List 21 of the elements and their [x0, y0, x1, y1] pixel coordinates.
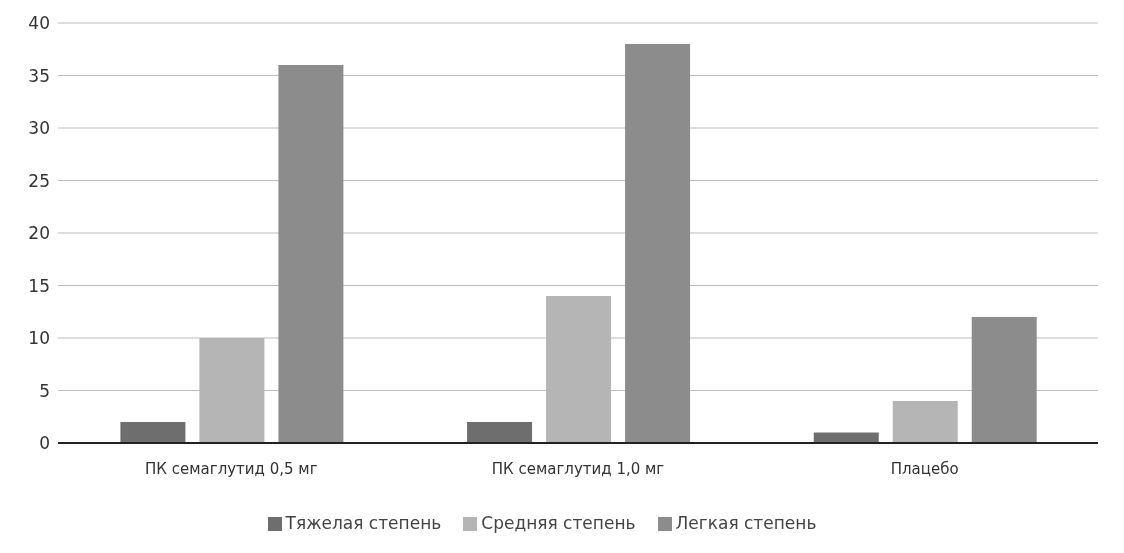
x-tick-label: ПК семаглутид 0,5 мг	[145, 459, 318, 478]
y-tick-label: 40	[28, 13, 50, 34]
y-tick-label: 30	[28, 118, 50, 139]
legend-label: Тяжелая степень	[285, 513, 442, 533]
bar	[278, 65, 344, 443]
legend-label: Средняя степень	[481, 513, 636, 533]
legend-label: Легкая степень	[675, 513, 817, 533]
y-tick-label: 10	[28, 328, 50, 349]
bar	[120, 422, 186, 443]
y-tick-label: 20	[28, 223, 50, 244]
x-tick-label: Плацебо	[890, 459, 959, 478]
bar	[467, 422, 533, 443]
y-tick-label: 35	[28, 65, 50, 86]
y-tick-label: 25	[28, 170, 50, 191]
x-tick-label: ПК семаглутид 1,0 мг	[491, 459, 665, 478]
bar	[625, 44, 691, 443]
bar	[971, 317, 1037, 443]
y-tick-label: 15	[28, 275, 50, 296]
y-tick-label: 0	[39, 433, 50, 454]
y-tick-label: 5	[39, 380, 50, 401]
bar	[892, 401, 958, 443]
